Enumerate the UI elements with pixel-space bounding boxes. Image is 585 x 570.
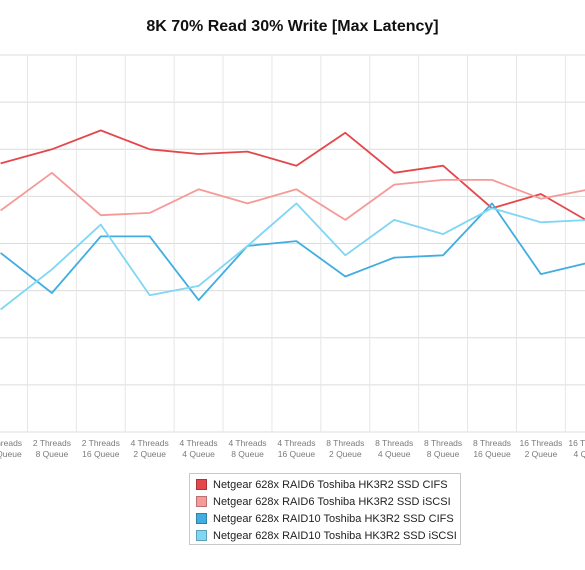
- x-tick-label: 8 Queue: [36, 449, 69, 459]
- x-tick-label: 16 Queue: [82, 449, 120, 459]
- x-tick-label: 8 Threads: [424, 438, 462, 448]
- legend-item-2: Netgear 628x RAID6 Toshiba HK3R2 SSD iSC…: [196, 493, 460, 510]
- x-tick-label: 16 Queue: [0, 449, 22, 459]
- x-tick-label: 8 Queue: [231, 449, 264, 459]
- legend-label: Netgear 628x RAID6 Toshiba HK3R2 SSD iSC…: [213, 495, 451, 508]
- series-lines: [0, 129, 585, 311]
- legend-swatch: [196, 513, 207, 524]
- x-tick-label: 2 Threads: [33, 438, 71, 448]
- chart-title: 8K 70% Read 30% Write [Max Latency]: [146, 18, 439, 35]
- x-tick-label: 4 Queue: [573, 449, 585, 459]
- x-tick-label: 16 Threads: [568, 438, 585, 448]
- x-tick-label: 8 Threads: [326, 438, 364, 448]
- legend-label: Netgear 628x RAID10 Toshiba HK3R2 SSD CI…: [213, 512, 454, 525]
- x-tick-label: 4 Queue: [182, 449, 215, 459]
- series-line-4: [0, 202, 585, 311]
- x-tick-label: 4 Threads: [180, 438, 218, 448]
- x-tick-label: 2 Threads: [82, 438, 120, 448]
- legend-item-4: Netgear 628x RAID10 Toshiba HK3R2 SSD iS…: [196, 527, 460, 544]
- x-tick-label: 2 Queue: [329, 449, 362, 459]
- x-tick-label: 4 Threads: [277, 438, 315, 448]
- x-tick-label: 4 Threads: [131, 438, 169, 448]
- legend: Netgear 628x RAID6 Toshiba HK3R2 SSD CIF…: [189, 473, 461, 545]
- legend-label: Netgear 628x RAID6 Toshiba HK3R2 SSD CIF…: [213, 478, 448, 491]
- x-tick-label: 2 Queue: [133, 449, 166, 459]
- legend-swatch: [196, 496, 207, 507]
- x-tick-label: 8 Queue: [427, 449, 460, 459]
- series-line-2: [0, 171, 585, 221]
- x-tick-label: 16 Threads: [519, 438, 562, 448]
- x-tick-label: 16 Queue: [473, 449, 511, 459]
- x-tick-label: 1 Threads: [0, 438, 22, 448]
- legend-swatch: [196, 530, 207, 541]
- x-tick-label: 2 Queue: [525, 449, 558, 459]
- x-tick-label: 16 Queue: [278, 449, 316, 459]
- grid-lines: [0, 54, 585, 433]
- legend-item-1: Netgear 628x RAID6 Toshiba HK3R2 SSD CIF…: [196, 476, 460, 493]
- x-tick-label: 4 Threads: [228, 438, 266, 448]
- x-tick-label: 8 Threads: [473, 438, 511, 448]
- x-tick-label: 4 Queue: [378, 449, 411, 459]
- legend-label: Netgear 628x RAID10 Toshiba HK3R2 SSD iS…: [213, 529, 457, 542]
- series-line-1: [0, 129, 585, 221]
- legend-item-3: Netgear 628x RAID10 Toshiba HK3R2 SSD CI…: [196, 510, 460, 527]
- legend-swatch: [196, 479, 207, 490]
- x-tick-label: 8 Threads: [375, 438, 413, 448]
- series-line-3: [0, 202, 585, 302]
